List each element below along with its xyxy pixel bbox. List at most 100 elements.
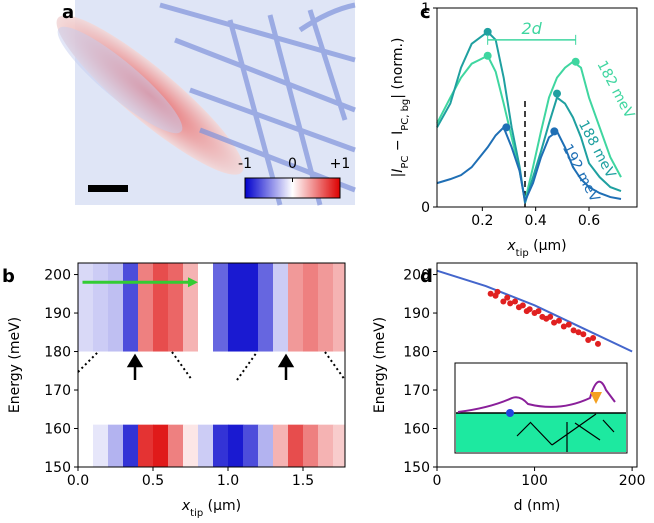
heat-cell — [198, 424, 214, 467]
heat-cell — [153, 263, 169, 352]
heat-cell — [318, 263, 334, 352]
heat-cell — [333, 263, 346, 352]
x-tick-label: 1.5 — [292, 473, 314, 489]
y-tick-label: 1 — [421, 1, 430, 17]
peak-marker — [483, 27, 492, 36]
y-axis-label: |IPC − IPC, bg| (norm.) — [390, 38, 411, 178]
axes-frame — [436, 262, 638, 468]
x-tick-label: 0.6 — [578, 213, 600, 229]
colorbar-tick-label: 0 — [288, 156, 297, 172]
point — [575, 329, 582, 336]
x-tick-label: 0.0 — [67, 473, 89, 489]
y-axis-label-part: |I — [390, 169, 406, 178]
heat-cell — [288, 263, 304, 352]
point — [594, 340, 601, 347]
colorbar-tick-label: +1 — [330, 156, 351, 172]
heat-cell — [198, 263, 214, 352]
point — [580, 331, 587, 338]
fit-line — [436, 269, 633, 353]
panel-label: b — [2, 266, 15, 287]
peak-marker — [550, 127, 559, 136]
peak-marker — [553, 89, 561, 98]
panel-label: d — [420, 266, 433, 287]
map-image — [56, 0, 356, 206]
heat-cell — [213, 263, 229, 352]
heat-cell — [318, 424, 334, 467]
series-line — [436, 30, 622, 204]
heat-cell — [123, 424, 139, 467]
series-line — [436, 54, 622, 202]
heat-cell — [183, 424, 199, 467]
y-axis-label-part: − I — [390, 131, 406, 156]
point — [547, 313, 554, 320]
point — [590, 335, 597, 342]
y-axis-label: Energy (meV) — [372, 317, 388, 413]
heat-cell — [138, 263, 154, 352]
heat-cell — [303, 263, 319, 352]
y-axis-label: Energy (meV) — [7, 317, 23, 413]
heat-cell — [168, 263, 184, 352]
point — [535, 308, 542, 315]
x-axis-label-part: (μm) — [203, 498, 241, 514]
colorbar-tick-label: -1 — [238, 156, 252, 172]
y-tick-label: 150 — [44, 460, 71, 476]
arrow-head — [188, 277, 198, 288]
x-tick-label: 0.5 — [142, 473, 164, 489]
x-axis-label-part: tip — [516, 248, 529, 259]
point — [585, 336, 592, 343]
heat-cell — [108, 424, 124, 467]
gap-lines — [77, 351, 346, 381]
x-axis-label-part: tip — [190, 508, 203, 519]
series-line — [436, 125, 622, 205]
heat-cell — [228, 263, 244, 352]
peak-marker — [502, 123, 511, 132]
x-tick-label: 0 — [433, 473, 442, 489]
heat-cell — [93, 263, 109, 352]
y-tick-label: 190 — [403, 306, 430, 322]
x-tick-label: 100 — [521, 473, 548, 489]
point — [487, 290, 494, 297]
x-tick-label: 200 — [619, 473, 646, 489]
inset — [454, 362, 628, 454]
heat-cell — [78, 263, 94, 352]
heat-cell — [183, 263, 199, 352]
heat-cell — [258, 263, 274, 352]
heat-cell — [153, 424, 169, 467]
x-axis-label: xtip (μm) — [181, 498, 241, 519]
peak-marker — [483, 51, 492, 60]
point — [500, 298, 507, 305]
y-tick-label: 190 — [44, 306, 71, 322]
peak-marker — [571, 57, 580, 66]
annotation: 2d — [521, 19, 542, 38]
y-tick-label: 0 — [421, 200, 430, 216]
y-axis-label-part: PC — [400, 156, 411, 169]
axes-frame — [77, 262, 346, 468]
heat-cell — [333, 424, 346, 467]
heat-cell — [93, 424, 109, 467]
point — [507, 300, 514, 307]
heat-cell — [288, 424, 304, 467]
y-tick-label: 170 — [403, 383, 430, 399]
heat-cell — [273, 263, 289, 352]
panel-label: c — [420, 2, 431, 23]
heat-cell — [228, 424, 244, 467]
point — [560, 323, 567, 330]
x-axis-label-part: (μm) — [529, 238, 567, 254]
heat-cell — [303, 424, 319, 467]
x-axis-label-part: x — [181, 498, 191, 514]
point — [555, 317, 562, 324]
point — [494, 288, 501, 295]
y-tick-label: 200 — [403, 268, 430, 284]
x-axis-label-part: x — [506, 238, 516, 254]
panel-label: a — [62, 2, 74, 23]
y-tick-label: 200 — [44, 268, 71, 284]
y-tick-label: 160 — [403, 422, 430, 438]
point — [551, 319, 558, 326]
gap-arrows — [126, 353, 295, 380]
heat-cell — [243, 424, 259, 467]
heat-cell — [78, 424, 94, 467]
series-label: 182 meV — [593, 58, 637, 122]
y-axis-label-part: PC, bg — [400, 99, 411, 131]
y-tick-label: 160 — [44, 422, 71, 438]
